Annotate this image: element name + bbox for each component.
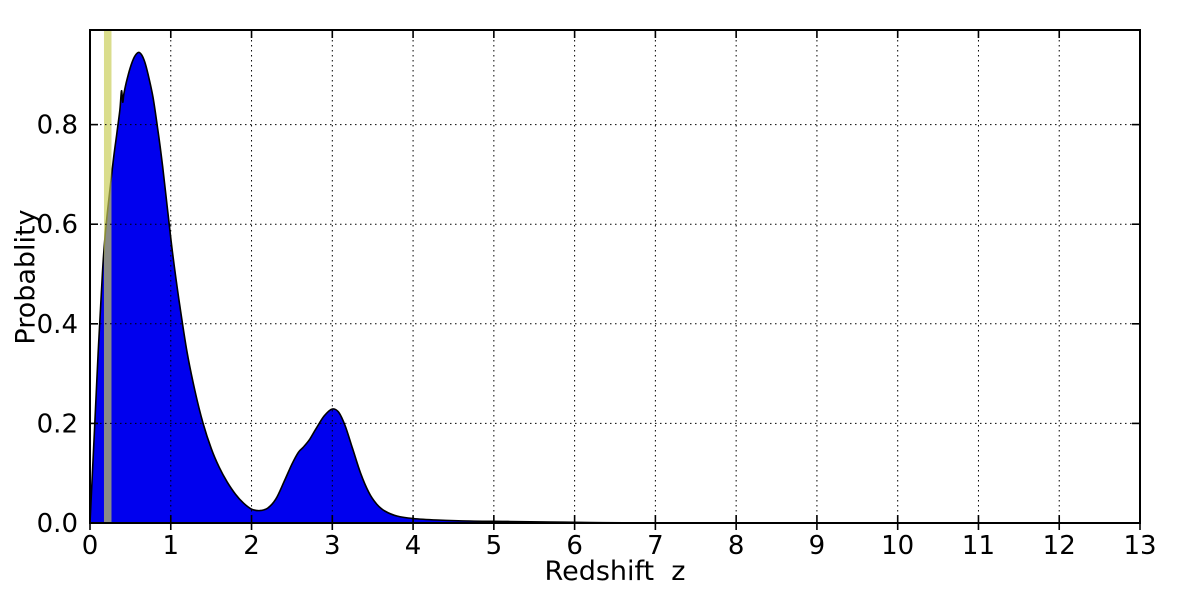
redshift-marker-band <box>103 30 112 523</box>
y-tick-label: 0.4 <box>37 310 78 340</box>
y-tick-label: 0.6 <box>37 210 78 240</box>
x-tick-label: 12 <box>1043 531 1076 561</box>
plot-frame <box>89 29 1141 524</box>
y-tick-label: 0.2 <box>37 409 78 439</box>
x-tick-label: 8 <box>728 531 745 561</box>
x-tick-label: 4 <box>405 531 422 561</box>
plot-background <box>90 30 1140 523</box>
x-tick-label: 3 <box>324 531 341 561</box>
x-tick-label: 5 <box>486 531 503 561</box>
x-tick-label: 9 <box>809 531 826 561</box>
x-tick-label: 0 <box>82 531 99 561</box>
x-tick-label: 6 <box>566 531 583 561</box>
x-tick-label: 10 <box>881 531 914 561</box>
x-tick-label: 2 <box>243 531 260 561</box>
x-tick-label: 7 <box>647 531 664 561</box>
y-tick-label: 0.8 <box>37 111 78 141</box>
x-tick-label: 1 <box>162 531 179 561</box>
y-axis-label: Probablity <box>10 209 42 345</box>
x-axis-label: Redshift z <box>544 556 686 587</box>
pdf-curve-area <box>89 51 1141 524</box>
y-tick-label: 0.0 <box>37 509 78 539</box>
x-tick-label: 11 <box>962 531 995 561</box>
x-tick-label: 13 <box>1123 531 1156 561</box>
